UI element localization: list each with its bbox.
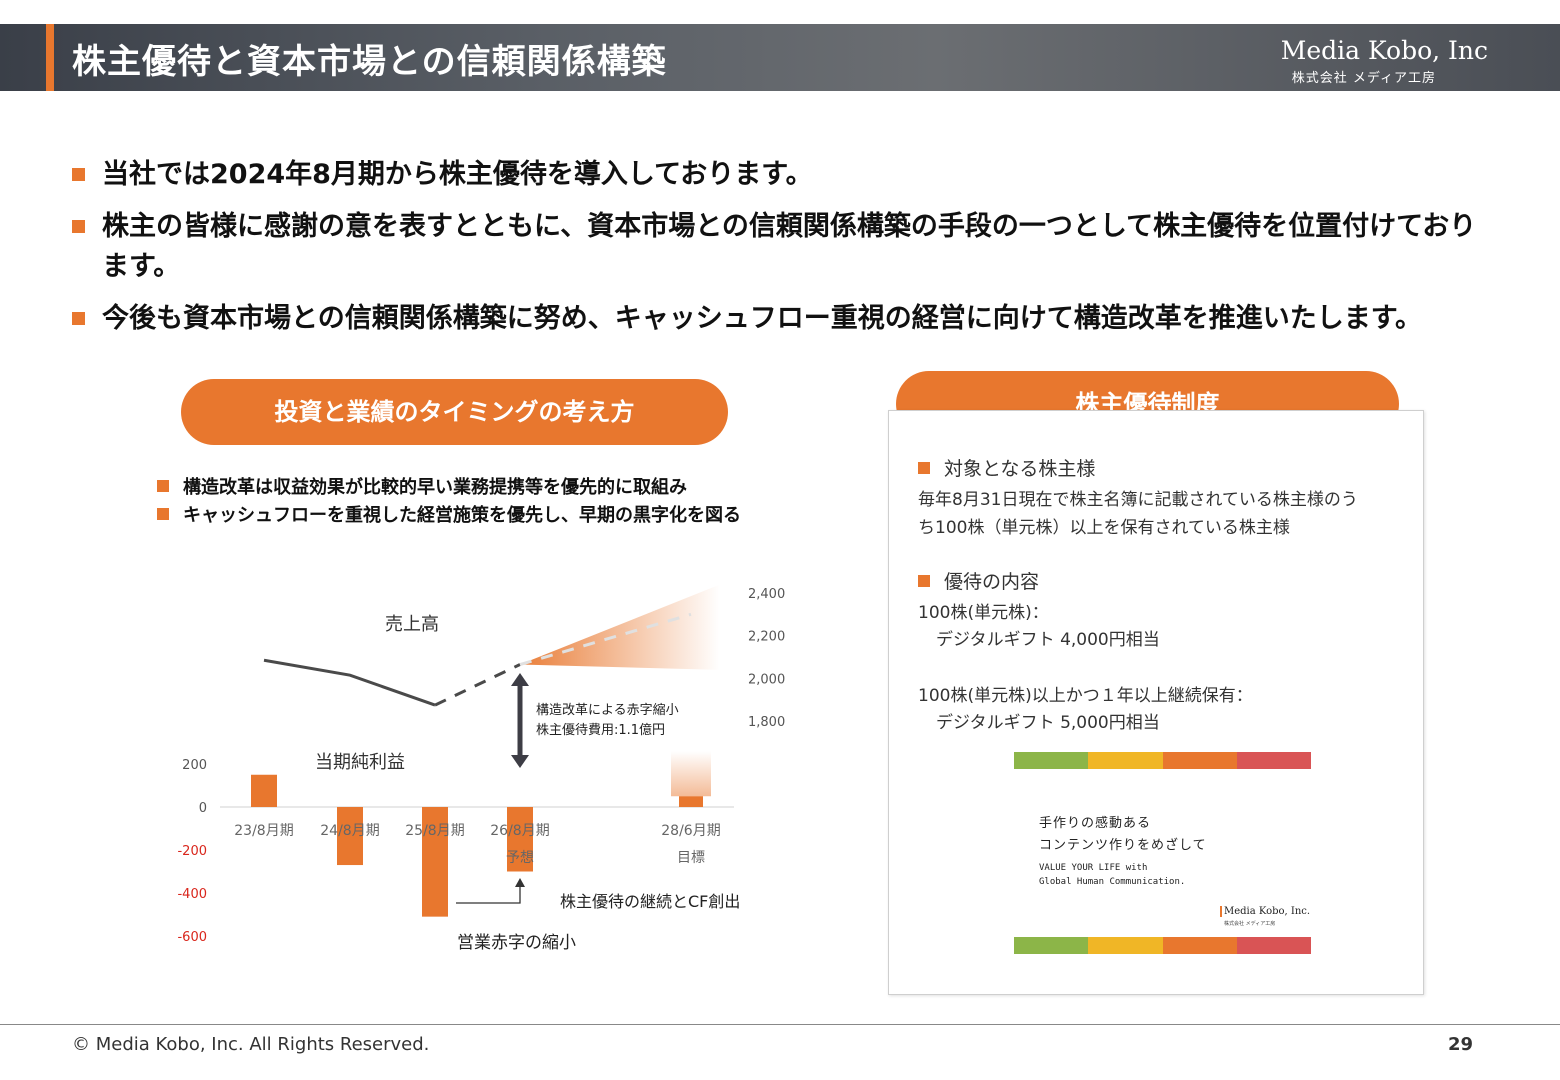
category-label: 28/6月期 xyxy=(661,823,720,839)
cf-arrow-head-icon xyxy=(515,878,525,887)
stripe-segment xyxy=(1162,752,1237,769)
arrow-up-head-icon xyxy=(511,673,529,686)
gift-card-stripe xyxy=(1014,937,1311,954)
stripe-segment xyxy=(1088,937,1163,954)
bullet-square-icon xyxy=(72,168,85,181)
timing-point: 構造改革は収益効果が比較的早い業務提携等を優先的に取組み xyxy=(157,473,687,499)
target-glow xyxy=(671,751,711,797)
category-label: 23/8月期 xyxy=(234,823,293,839)
bullet-square-icon xyxy=(918,575,930,587)
bullet-square-icon xyxy=(918,462,930,474)
content-text: 100株(単元株)： xyxy=(918,603,1049,623)
gift-card-image: 手作りの感動ある コンテンツ作りをめざして VALUE YOUR LIFE wi… xyxy=(1014,752,1311,954)
cf-note: 株主優待の継続とCF創出 xyxy=(560,892,740,911)
operating-note: 営業赤字の縮小 xyxy=(457,933,576,953)
content-text: デジタルギフト 4,000円相当 xyxy=(936,630,1160,650)
company-logo-text: Media Kobo, Inc xyxy=(1280,36,1488,65)
content-text: デジタルギフト 5,000円相当 xyxy=(936,713,1160,733)
gift-card-slogan: コンテンツ作りをめざして xyxy=(1039,838,1207,853)
sales-line-forecast xyxy=(434,663,521,707)
profit-bar xyxy=(507,807,533,872)
bullet-text: 株主の皆様に感謝の意を表すとともに、資本市場との信頼関係構築の手段の一つとして株… xyxy=(102,211,1477,282)
profit-series-label: 当期純利益 xyxy=(315,752,405,773)
bullet-square-icon xyxy=(72,220,85,233)
arrow-down-head-icon xyxy=(511,755,529,768)
left-axis-tick: -200 xyxy=(177,844,207,859)
target-heading-text: 対象となる株主様 xyxy=(944,458,1096,480)
timing-point-text: キャッシュフローを重視した経営施策を優先し、早期の黒字化を図る xyxy=(183,505,741,526)
target-text: ち100株（単元株）以上を保有されている株主様 xyxy=(918,518,1290,538)
stripe-segment xyxy=(1088,752,1163,769)
gift-card-slogan: 手作りの感動ある xyxy=(1039,816,1152,831)
sales-series-label: 売上高 xyxy=(385,614,439,635)
left-axis-tick: -600 xyxy=(177,930,207,945)
bullet-square-icon xyxy=(72,312,85,325)
cf-arrow-line xyxy=(456,885,521,904)
arrow-note: 株主優待費用:1.1億円 xyxy=(536,722,665,738)
left-axis-tick: 0 xyxy=(199,801,207,816)
right-axis-tick: 2,000 xyxy=(748,672,785,687)
page-number: 29 xyxy=(1448,1034,1474,1055)
gift-card-logo: Media Kobo, Inc. xyxy=(1220,906,1310,917)
intro-bullets: 当社では2024年8月期から株主優待を導入しております。 株主の皆様に感謝の意を… xyxy=(72,155,1502,351)
category-sublabel: 予想 xyxy=(506,850,534,866)
category-sublabel: 目標 xyxy=(677,850,705,866)
bullet-text: 今後も資本市場との信頼関係構築に努め、キャッシュフロー重視の経営に向けて構造改革… xyxy=(102,303,1423,334)
content-heading-text: 優待の内容 xyxy=(944,571,1040,593)
arrow-note: 構造改革による赤字縮小 xyxy=(536,702,679,718)
stripe-segment xyxy=(1014,752,1089,769)
bullet-item: 当社では2024年8月期から株主優待を導入しております。 xyxy=(72,155,1502,195)
bullet-square-icon xyxy=(157,480,169,492)
stripe-segment xyxy=(1236,937,1311,954)
sales-line xyxy=(263,658,436,707)
target-heading: 対象となる株主様 xyxy=(918,454,1095,481)
gift-card-tagline: VALUE YOUR LIFE with xyxy=(1039,863,1148,873)
sales-line-target xyxy=(519,612,692,666)
target-text: 毎年8月31日現在で株主名簿に記載されている株主様のう xyxy=(918,490,1358,510)
page-title: 株主優待と資本市場との信頼関係構築 xyxy=(72,42,667,82)
timing-point-text: 構造改革は収益効果が比較的早い業務提携等を優先的に取組み xyxy=(183,477,687,498)
right-axis-tick: 2,400 xyxy=(748,587,785,602)
content-heading: 優待の内容 xyxy=(918,567,1039,594)
profit-bar xyxy=(337,807,363,866)
sales-profit-chart: 200 0 -200 -400 -600 2,400 2,200 2,000 1,800 23/8… xyxy=(177,584,785,953)
profit-bar xyxy=(422,807,448,917)
category-label: 26/8月期 xyxy=(490,823,549,839)
bullet-item: 株主の皆様に感謝の意を表すとともに、資本市場との信頼関係構築の手段の一つとして株… xyxy=(72,207,1502,287)
profit-bar xyxy=(251,774,277,807)
timing-heading-pill: 投資と業績のタイミングの考え方 xyxy=(181,379,728,445)
stripe-segment xyxy=(1236,752,1311,769)
benefit-panel xyxy=(888,410,1424,995)
header-banner: 株主優待と資本市場との信頼関係構築 Media Kobo, Inc 株式会社 メ… xyxy=(0,24,1560,91)
right-axis-tick: 2,200 xyxy=(748,630,785,645)
copyright-text: © Media Kobo, Inc. All Rights Reserved. xyxy=(72,1034,430,1055)
title-accent-bar xyxy=(46,24,54,91)
stripe-segment xyxy=(1162,937,1237,954)
gift-card-tagline: Global Human Communication. xyxy=(1039,877,1186,887)
left-axis-tick: -400 xyxy=(177,887,207,902)
gift-card-stripe xyxy=(1014,752,1311,769)
company-logo-jp: 株式会社 メディア工房 xyxy=(1291,71,1436,86)
bullet-text: 当社では2024年8月期から株主優待を導入しております。 xyxy=(102,159,813,190)
category-label: 25/8月期 xyxy=(405,823,464,839)
category-label: 24/8月期 xyxy=(320,823,379,839)
right-axis-tick: 1,800 xyxy=(748,715,785,730)
bullet-item: 今後も資本市場との信頼関係構築に努め、キャッシュフロー重視の経営に向けて構造改革… xyxy=(72,299,1502,339)
footer-divider xyxy=(0,1024,1560,1025)
content-text: 100株(単元株)以上かつ１年以上継続保有： xyxy=(918,686,1253,706)
gift-card-logo-jp: 株式会社 メディア工房 xyxy=(1224,921,1276,927)
stripe-segment xyxy=(1014,937,1089,954)
timing-point: キャッシュフローを重視した経営施策を優先し、早期の黒字化を図る xyxy=(157,501,741,527)
left-axis-tick: 200 xyxy=(182,758,207,773)
profit-bar xyxy=(679,796,703,807)
bullet-square-icon xyxy=(157,508,169,520)
